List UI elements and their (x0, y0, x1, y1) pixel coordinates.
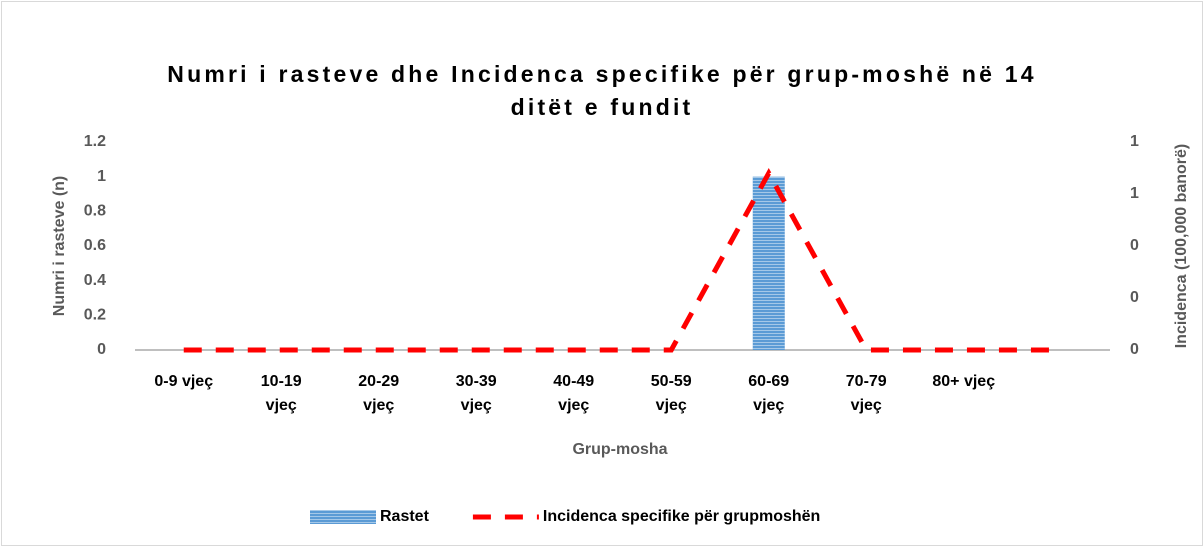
y-tick-label: 0.8 (84, 203, 106, 220)
chart-title: Numri i rasteve dhe Incidenca specifike … (167, 61, 1037, 120)
x-tick-label: 50-59 vjeç (650, 373, 692, 414)
x-tick-label: 40-49 vjeç (553, 373, 595, 414)
y2-tick-label: 1 (1130, 185, 1139, 202)
x-tick-label: 30-39 vjeç (455, 373, 497, 414)
y2-tick-label: 0 (1130, 341, 1139, 358)
y2-tick-label: 0 (1130, 237, 1139, 254)
x-tick-label: 60-69 vjeç (748, 373, 790, 414)
y-tick-label: 0 (97, 341, 106, 358)
x-axis-title: Grup-mosha (572, 441, 667, 458)
legend-label: Rastet (380, 508, 430, 525)
y2-tick-label: 0 (1130, 289, 1139, 306)
bar-texture (752, 176, 785, 350)
y2-axis-title: Incidenca (100,000 banorë) (1173, 144, 1190, 349)
y-tick-label: 0.4 (84, 272, 106, 289)
line (183, 168, 1062, 353)
y-tick-label: 0.6 (84, 237, 106, 254)
y-axis-title: Numri i rasteve (n) (51, 176, 68, 316)
y-tick-label: 1.2 (84, 133, 106, 150)
legend-swatch-texture (310, 510, 376, 524)
x-tick-label: 70-79 vjeç (845, 373, 887, 414)
y-tick-label: 0.2 (84, 307, 106, 324)
x-tick-label: 0-9 vjeç (154, 373, 214, 390)
x-tick-label: 20-29 vjeç (358, 373, 400, 414)
y2-tick-label: 1 (1130, 133, 1139, 150)
x-tick-label: 10-19 vjeç (260, 373, 302, 414)
x-tick-label: 80+ vjeç (932, 373, 996, 390)
y-tick-label: 1 (97, 168, 106, 185)
legend-label: Incidenca specifike për grupmoshën (543, 508, 820, 525)
